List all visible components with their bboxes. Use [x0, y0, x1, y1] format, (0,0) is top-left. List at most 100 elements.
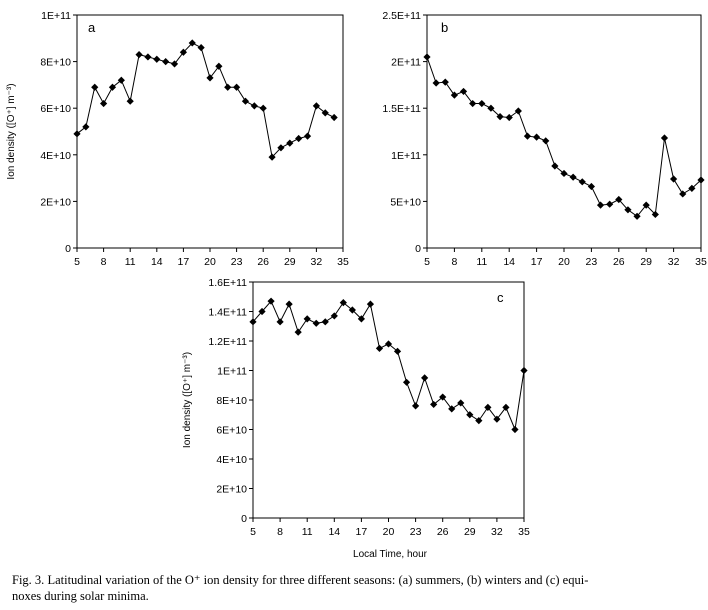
data-point-c [357, 315, 365, 323]
series-line-b [426, 56, 702, 217]
chart-panel-c: 0 2E+10 4E+10 6E+10 8E+10 1E+11 1.2E+11 1.4E+11… [182, 277, 530, 538]
chart-panel-b: 0 5E+10 1E+11 1.5E+11 2E+11 2.5E+11 5 8 11 14 17 20… [382, 10, 707, 268]
data-point-b [624, 206, 632, 214]
data-point-b [615, 195, 623, 204]
y-tick-label-c: 1.6E+11 [208, 277, 247, 289]
data-point-b [423, 53, 431, 61]
data-point-b [587, 182, 595, 191]
x-tick-label-c: 23 [410, 526, 422, 538]
data-point-c [321, 318, 329, 326]
data-point-c [439, 393, 447, 401]
data-point-b [487, 104, 495, 112]
data-point-a [224, 83, 232, 91]
data-point-b [633, 212, 641, 220]
data-point-a [73, 130, 81, 138]
data-point-b [551, 162, 559, 170]
x-tick-label-b: 23 [586, 256, 598, 268]
caption-line-2: noxes during solar minima. [12, 589, 149, 603]
plot-frame-b [426, 14, 702, 249]
figure: 0 2E+10 4E+10 6E+10 8E+10 1E+11 5 8 11 14 17 20 23 26… [6, 10, 707, 560]
y-tick-label-c: 0 [241, 513, 247, 525]
data-point-a [250, 102, 258, 110]
data-point-b [478, 99, 486, 108]
data-point-c [285, 300, 293, 308]
data-point-a [117, 76, 125, 84]
data-point-a [188, 39, 196, 47]
data-point-a [259, 104, 267, 112]
x-tick-label-b: 35 [695, 256, 707, 268]
data-point-a [233, 83, 241, 91]
x-tick-label-b: 17 [531, 256, 543, 268]
data-point-b [560, 169, 568, 178]
data-point-c [484, 403, 492, 411]
data-point-b [697, 176, 705, 184]
data-point-b [606, 200, 614, 208]
data-point-a [286, 139, 294, 147]
data-point-a [268, 153, 276, 161]
data-point-c [267, 297, 275, 305]
y-tick-label-a: 0 [65, 243, 71, 255]
data-point-b [505, 113, 513, 122]
x-tick-label-a: 23 [231, 256, 243, 268]
data-point-b [514, 107, 522, 115]
y-tick-label-b: 2.5E+11 [382, 10, 421, 22]
x-tick-label-b: 5 [424, 256, 430, 268]
x-tick-label-a: 32 [311, 256, 323, 268]
y-tick-label-a: 6E+10 [40, 103, 71, 115]
data-point-a [91, 83, 99, 91]
data-point-c [475, 417, 483, 425]
data-point-c [520, 366, 528, 375]
data-point-b [450, 91, 458, 99]
x-tick-label-b: 26 [613, 256, 625, 268]
x-tick-label-c: 17 [356, 526, 368, 538]
panel-letter-a: a [88, 20, 96, 35]
data-point-a [197, 44, 205, 52]
data-point-b [459, 87, 468, 96]
data-point-a [108, 83, 117, 91]
data-point-c [466, 411, 474, 419]
data-point-c [412, 402, 420, 410]
data-point-a [162, 58, 170, 66]
x-tick-label-c: 8 [277, 526, 283, 538]
y-tick-label-b: 5E+10 [390, 196, 421, 208]
data-point-a [295, 134, 303, 143]
data-point-b [651, 210, 659, 219]
y-tick-label-c: 6E+10 [216, 425, 247, 437]
x-axis-title: Local Time, hour [353, 549, 428, 560]
x-tick-label-b: 29 [640, 256, 652, 268]
data-point-c [493, 415, 501, 423]
data-point-a [153, 55, 161, 63]
data-point-b [642, 201, 650, 209]
x-tick-label-a: 20 [204, 256, 216, 268]
x-tick-label-c: 29 [464, 526, 476, 538]
y-tick-label-b: 1E+11 [391, 150, 421, 162]
data-point-a [330, 113, 338, 122]
data-point-c [448, 405, 456, 413]
data-point-b [533, 133, 541, 141]
y-tick-label-c: 1E+11 [217, 366, 247, 378]
data-point-c [393, 347, 402, 355]
x-tick-label-a: 5 [74, 256, 80, 268]
data-point-c [294, 328, 302, 336]
panel-letter-c: c [497, 290, 504, 305]
data-point-b [523, 132, 532, 140]
y-tick-label-c: 8E+10 [216, 395, 247, 407]
data-point-c [511, 425, 519, 434]
x-tick-label-b: 32 [668, 256, 680, 268]
data-point-b [469, 99, 477, 108]
panel-letter-b: b [441, 20, 448, 35]
x-tick-label-a: 26 [257, 256, 269, 268]
data-point-c [276, 318, 284, 326]
y-tick-label-a: 1E+11 [41, 10, 71, 22]
data-point-c [384, 340, 393, 348]
y-tick-label-a: 2E+10 [40, 196, 71, 208]
data-point-a [321, 109, 329, 117]
y-tick-label-c: 4E+10 [216, 454, 247, 466]
x-tick-label-a: 8 [101, 256, 107, 268]
series-line-a [76, 42, 335, 159]
data-point-c [312, 319, 320, 327]
caption-prefix: Fig. 3. [12, 573, 45, 587]
plot-frame-a [76, 14, 344, 249]
y-tick-label-a: 8E+10 [40, 57, 71, 69]
data-point-c [258, 307, 266, 316]
